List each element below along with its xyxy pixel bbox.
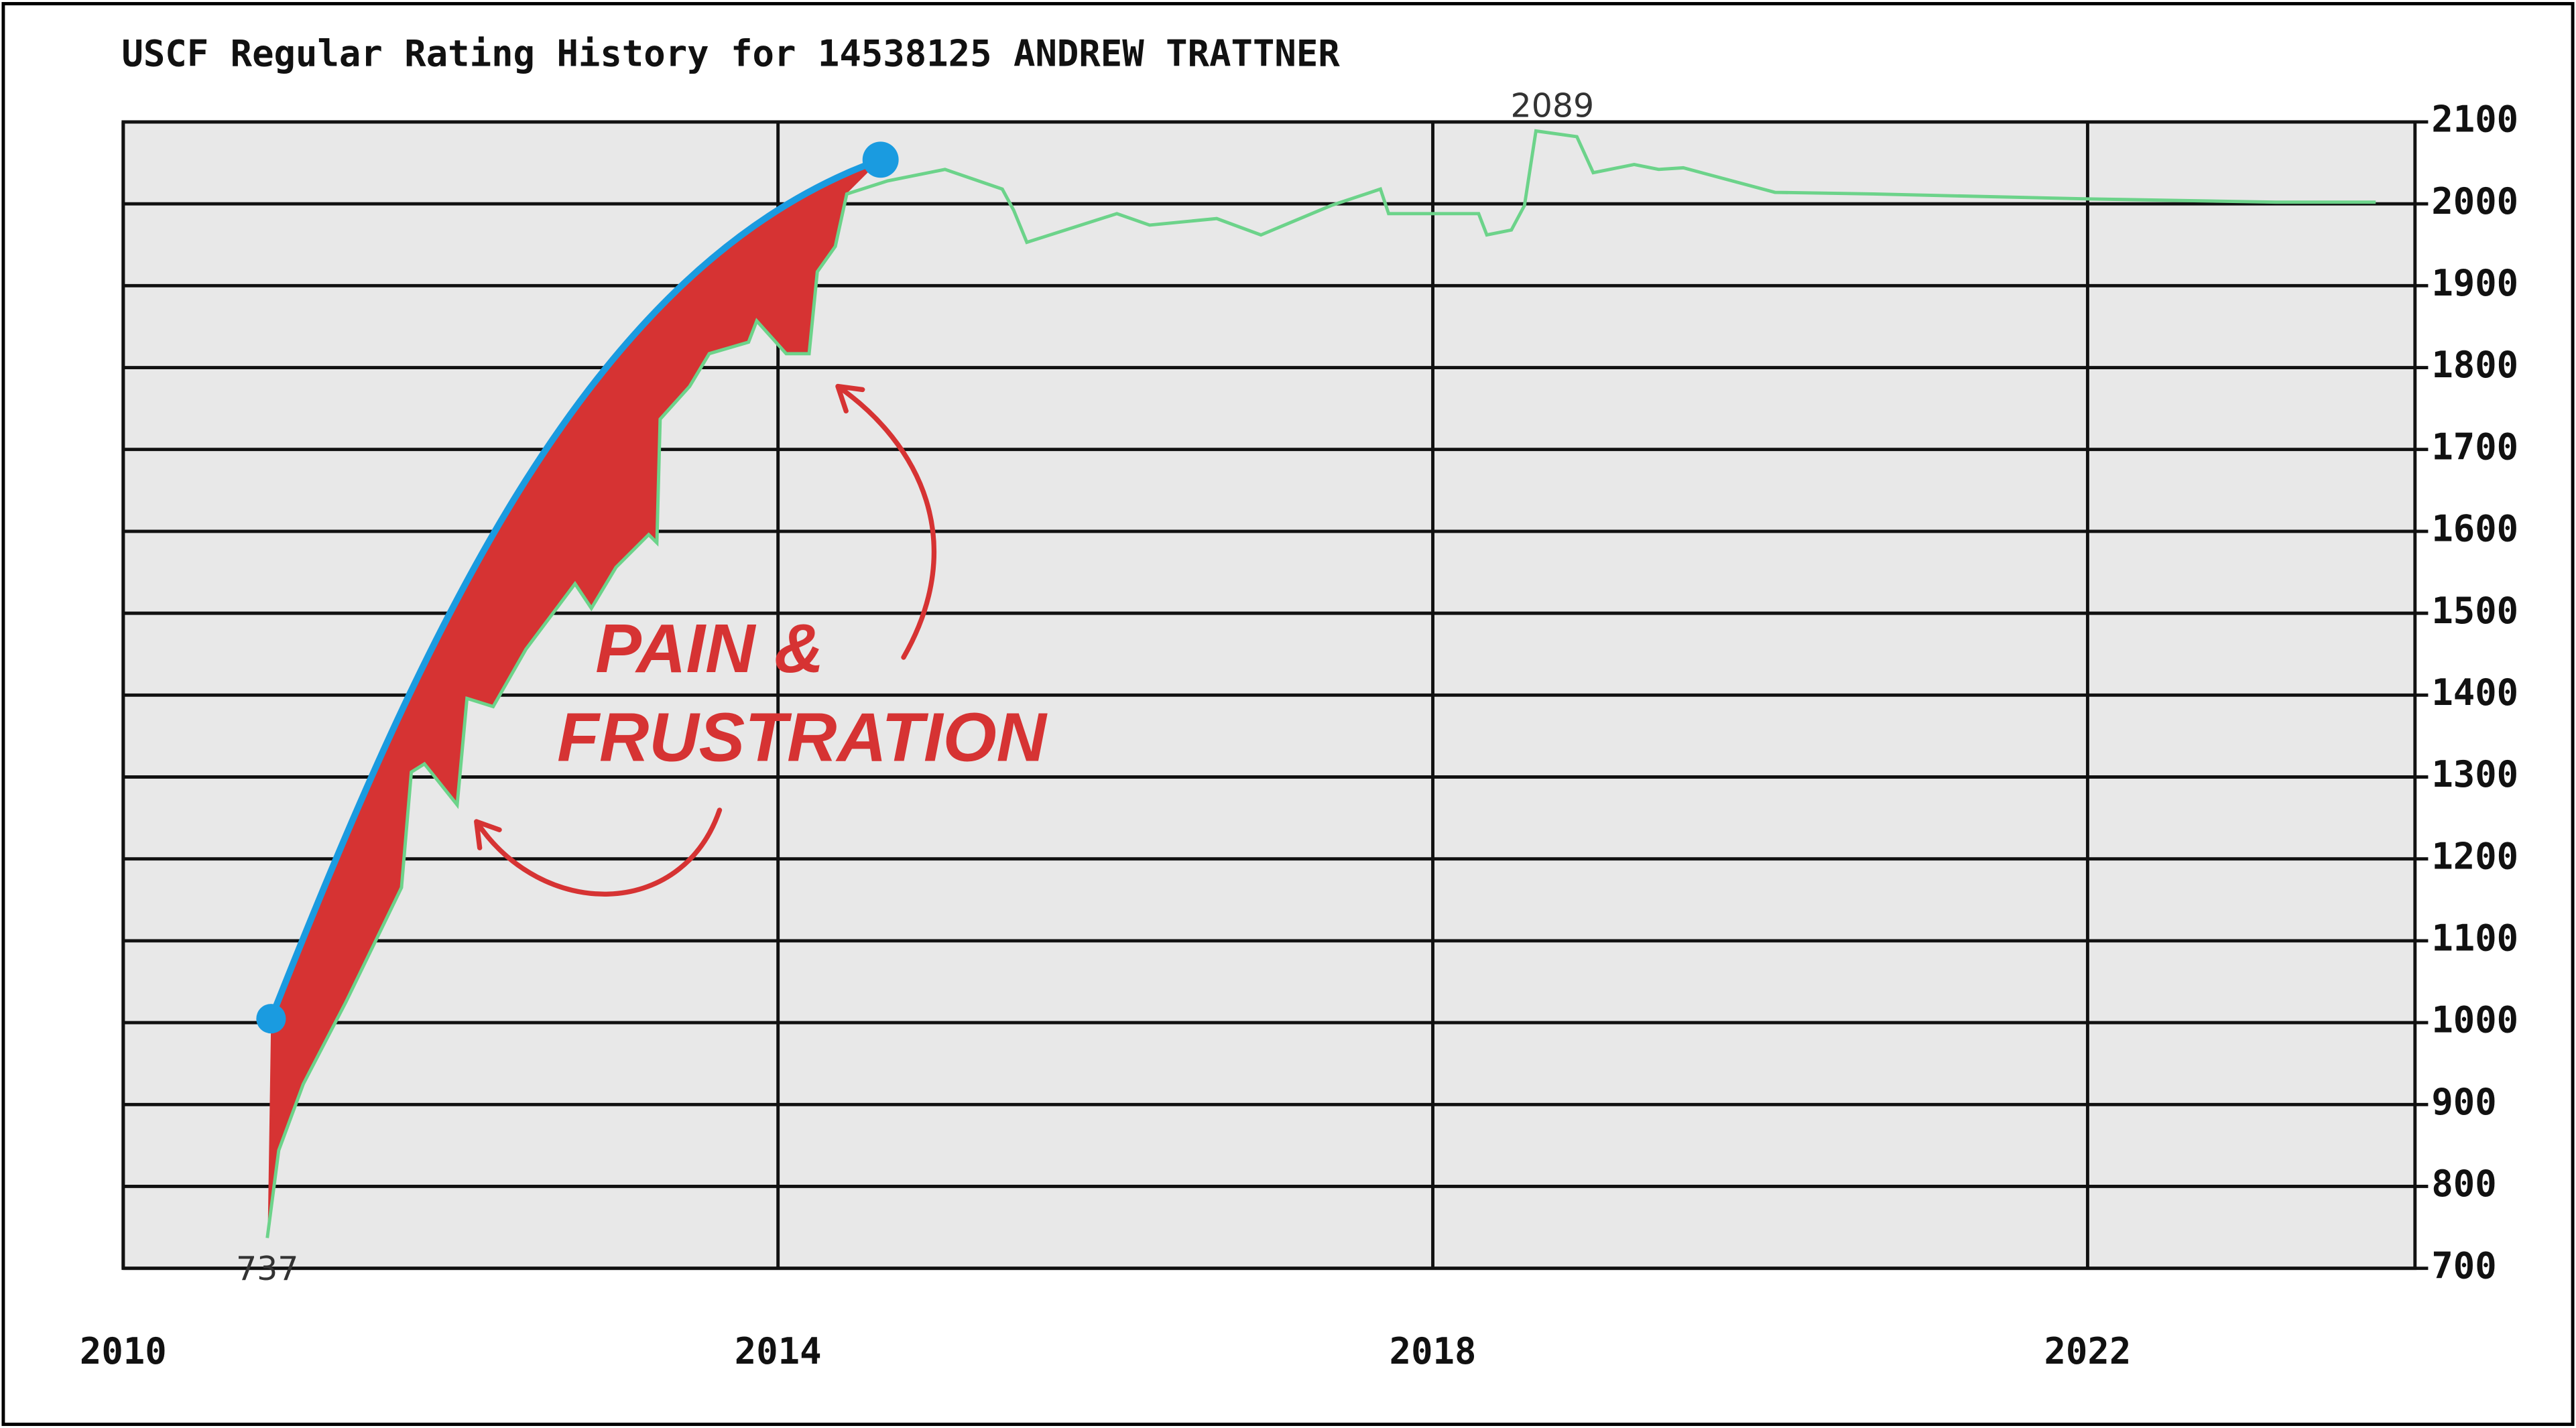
y-tick-label: 1200 xyxy=(2431,835,2518,877)
arrow xyxy=(835,383,936,660)
y-tick-label: 1300 xyxy=(2431,753,2518,795)
plot-border xyxy=(121,120,2417,1271)
x-tick-label: 2014 xyxy=(735,1330,822,1372)
y-tick-label: 2100 xyxy=(2431,99,2518,141)
y-tick-label: 900 xyxy=(2431,1081,2496,1123)
y-tick-label: 1900 xyxy=(2431,262,2518,304)
rating-line xyxy=(265,129,2376,1238)
trend-dot xyxy=(256,1004,286,1034)
x-tick-label: 2010 xyxy=(80,1330,167,1372)
chart-title: USCF Regular Rating History for 14538125… xyxy=(121,33,1340,75)
y-tick-label: 2000 xyxy=(2431,180,2518,222)
annotation: PAIN & xyxy=(595,610,824,687)
x-tick-label: 2018 xyxy=(1390,1330,1477,1372)
y-tick-label: 1400 xyxy=(2431,671,2518,714)
y-tick-label: 700 xyxy=(2431,1244,2496,1287)
trend-dot xyxy=(862,141,899,178)
y-tick-label: 1500 xyxy=(2431,590,2518,632)
min-label: 737 xyxy=(236,1250,299,1288)
y-tick-label: 800 xyxy=(2431,1163,2496,1205)
max-label: 2089 xyxy=(1511,87,1595,125)
y-tick-label: 1800 xyxy=(2431,344,2518,386)
trend-curve xyxy=(267,156,882,1020)
y-tick-label: 1100 xyxy=(2431,917,2518,960)
arrow xyxy=(474,807,723,897)
y-tick-label: 1000 xyxy=(2431,999,2518,1041)
annotation: FRUSTRATION xyxy=(557,699,1048,776)
x-tick-label: 2022 xyxy=(2044,1330,2131,1372)
y-tick-label: 1600 xyxy=(2431,508,2518,550)
y-tick-label: 1700 xyxy=(2431,426,2518,468)
